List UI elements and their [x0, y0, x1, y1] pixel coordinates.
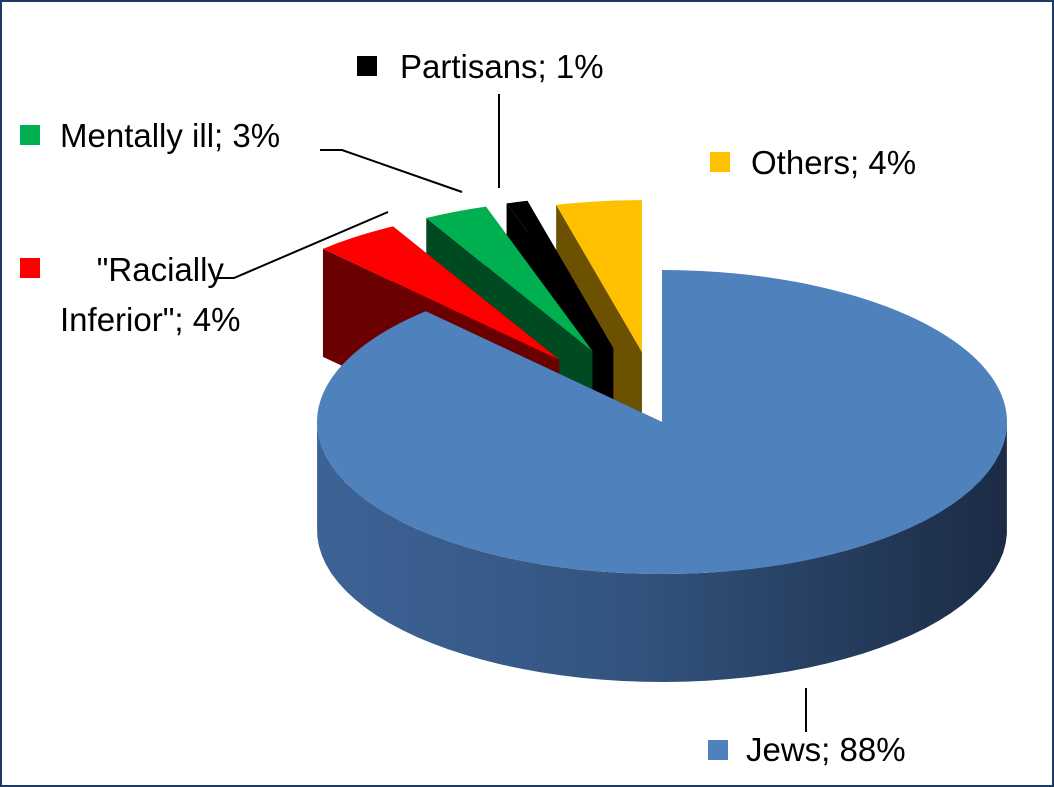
label-mentally-ill: Mentally ill; 3%	[60, 117, 281, 154]
slice-wall-jews	[317, 419, 1007, 682]
slice-top-jews	[317, 270, 1008, 574]
leader-mentally-ill	[320, 149, 463, 193]
label-others: Others; 4%	[751, 144, 917, 181]
legend-swatch-jews	[708, 740, 728, 760]
legend-swatch-partisans	[357, 56, 377, 76]
label-racially-inferior-line1: "Racially	[60, 251, 224, 288]
slice-jews	[317, 270, 1008, 682]
leader-racially-inferior	[216, 211, 389, 279]
leader-lines	[216, 94, 807, 732]
label-racially-inferior-line2: Inferior"; 4%	[60, 301, 241, 338]
slice-top-racially-inferior	[322, 226, 560, 360]
label-jews: Jews; 88%	[746, 731, 906, 768]
legend-swatch-others	[710, 152, 730, 172]
legend-swatch-racially-inferior	[20, 258, 40, 278]
pie-slices	[317, 200, 1008, 682]
slice-top-others	[556, 200, 642, 353]
slice-top-mentally-ill	[426, 206, 593, 352]
legend-swatch-mentally-ill	[20, 125, 40, 145]
slice-top-partisans	[506, 200, 614, 348]
label-partisans: Partisans; 1%	[400, 48, 604, 85]
